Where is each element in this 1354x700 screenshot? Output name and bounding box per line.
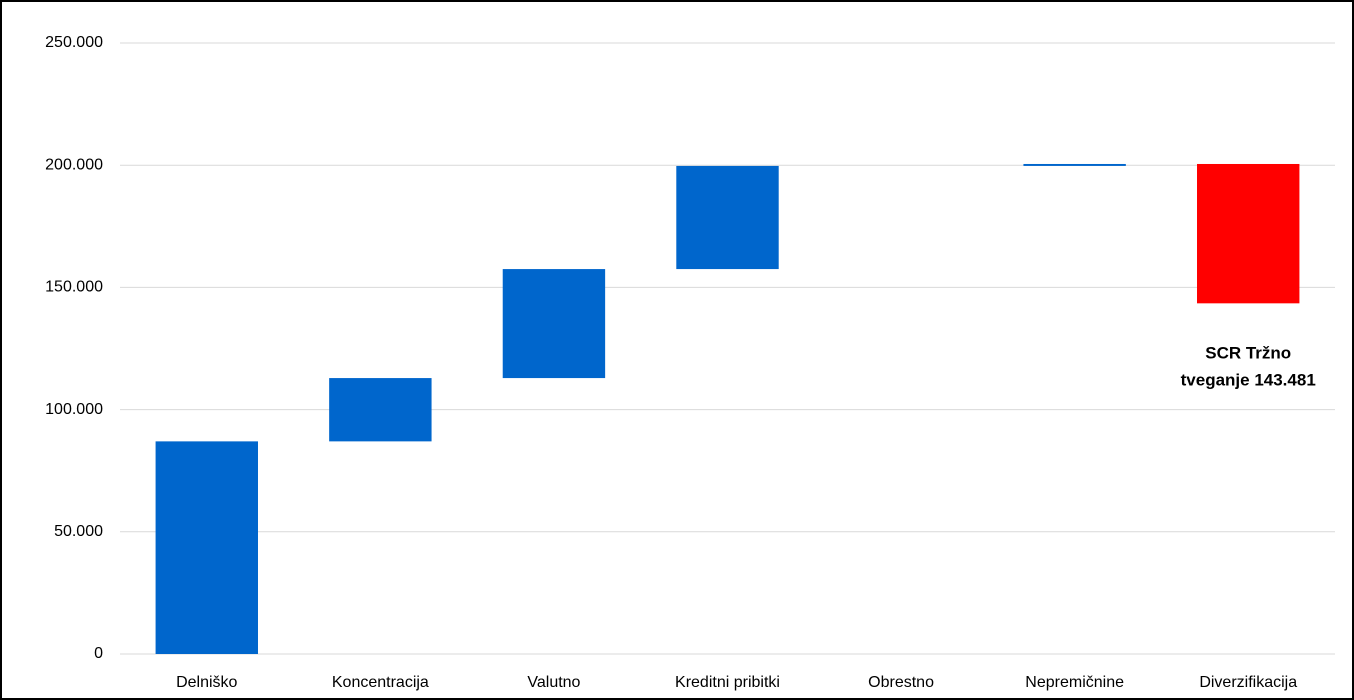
- bar: [155, 441, 258, 654]
- annotation: SCR Tržno: [1205, 343, 1291, 362]
- x-tick-label: Kreditni pribitki: [675, 674, 780, 691]
- x-tick-label: Diverzifikacija: [1199, 674, 1297, 691]
- bar: [502, 269, 606, 379]
- y-tick-label: 250.000: [45, 34, 103, 51]
- bar: [1023, 163, 1126, 166]
- bar: [329, 378, 432, 442]
- x-tick-label: Delniško: [176, 674, 237, 691]
- bar: [1197, 163, 1300, 304]
- bar: [676, 165, 779, 270]
- y-tick-label: 50.000: [54, 523, 103, 540]
- x-tick-label: Obrestno: [868, 674, 934, 691]
- annotation: tveganje 143.481: [1181, 370, 1316, 389]
- y-tick-label: 200.000: [45, 156, 103, 173]
- y-tick-label: 0: [94, 645, 103, 662]
- y-tick-label: 100.000: [45, 401, 103, 418]
- x-tick-label: Nepremičnine: [1025, 674, 1124, 691]
- y-tick-label: 150.000: [45, 279, 103, 296]
- x-tick-label: Valutno: [527, 674, 580, 691]
- x-tick-label: Koncentracija: [332, 674, 429, 691]
